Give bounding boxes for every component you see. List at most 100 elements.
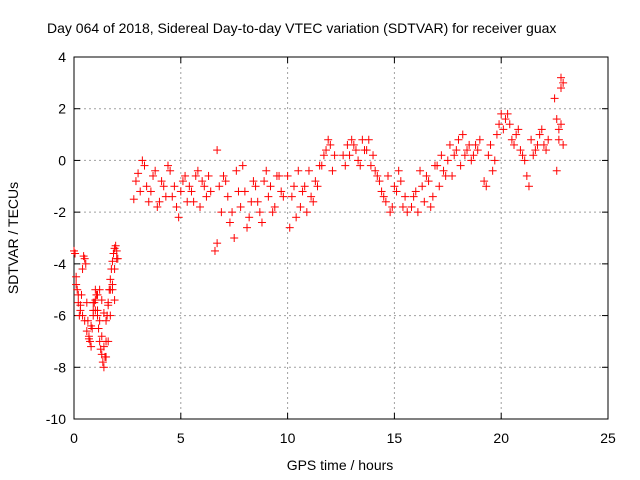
data-point	[102, 316, 111, 325]
data-point	[99, 342, 108, 351]
data-point	[215, 182, 224, 191]
data-point	[272, 171, 281, 180]
data-point	[223, 192, 232, 201]
data-point	[110, 296, 119, 305]
data-point	[428, 192, 437, 201]
data-point	[129, 195, 138, 204]
data-point	[394, 166, 403, 175]
data-point	[136, 187, 145, 196]
data-point	[234, 187, 243, 196]
data-point	[557, 84, 566, 93]
data-point	[268, 208, 277, 217]
data-point	[307, 192, 316, 201]
data-point	[557, 73, 566, 82]
data-point	[206, 187, 215, 196]
data-point	[456, 161, 465, 170]
data-point	[330, 151, 339, 160]
data-point	[544, 135, 553, 144]
data-point	[527, 135, 536, 144]
data-point	[87, 342, 96, 351]
data-point	[87, 321, 96, 330]
data-point	[210, 246, 219, 255]
data-point	[458, 130, 467, 139]
data-point	[176, 187, 185, 196]
data-point	[99, 363, 108, 372]
data-point	[300, 182, 309, 191]
data-point	[430, 161, 439, 170]
data-point	[533, 140, 542, 149]
data-point	[142, 182, 151, 191]
data-point	[482, 182, 491, 191]
data-point	[204, 171, 213, 180]
data-point	[219, 171, 228, 180]
data-point	[84, 334, 93, 343]
data-point	[396, 177, 405, 186]
data-point	[131, 177, 140, 186]
data-point	[232, 166, 241, 175]
data-point	[161, 192, 170, 201]
data-point	[73, 285, 82, 294]
data-point	[217, 208, 226, 217]
data-point	[97, 332, 106, 341]
data-point	[328, 166, 337, 175]
data-point	[94, 324, 103, 333]
y-tick-label: -6	[54, 308, 67, 324]
data-point	[98, 358, 107, 367]
data-point	[503, 109, 512, 118]
data-point	[91, 306, 100, 315]
data-point	[245, 213, 254, 222]
data-point	[559, 140, 568, 149]
data-point	[159, 182, 168, 191]
data-point	[243, 223, 252, 232]
data-point	[80, 316, 89, 325]
data-point	[518, 151, 527, 160]
x-tick-label: 5	[177, 430, 185, 446]
data-point	[287, 192, 296, 201]
data-point	[74, 290, 83, 299]
y-tick-label: -8	[54, 359, 67, 375]
y-tick-label: 4	[58, 49, 66, 65]
data-point	[236, 202, 245, 211]
data-point	[71, 249, 80, 258]
data-point	[554, 135, 563, 144]
data-point	[198, 177, 207, 186]
data-point	[550, 94, 559, 103]
data-point	[151, 166, 160, 175]
data-point	[290, 182, 299, 191]
data-point	[163, 161, 172, 170]
data-point	[542, 146, 551, 155]
data-point	[97, 296, 106, 305]
data-point	[505, 120, 514, 129]
data-point	[247, 197, 256, 206]
data-point	[279, 192, 288, 201]
data-point	[292, 213, 301, 222]
data-point	[285, 223, 294, 232]
data-point	[524, 182, 533, 191]
data-point	[106, 311, 115, 320]
data-point	[110, 265, 119, 274]
data-point	[437, 151, 446, 160]
data-point	[178, 177, 187, 186]
data-point	[537, 125, 546, 134]
y-axis-label: SDTVAR / TECUs	[5, 182, 21, 294]
data-point	[356, 161, 365, 170]
data-point	[266, 182, 275, 191]
data-point	[409, 192, 418, 201]
data-point	[366, 161, 375, 170]
data-point	[535, 130, 544, 139]
data-point	[411, 187, 420, 196]
data-point	[230, 234, 239, 242]
data-point	[371, 166, 380, 175]
data-point	[488, 166, 497, 175]
data-point	[467, 156, 476, 165]
data-point	[383, 171, 392, 180]
data-point	[484, 151, 493, 160]
data-point	[424, 177, 433, 186]
data-point	[304, 166, 313, 175]
data-point	[531, 146, 540, 155]
data-point	[416, 166, 425, 175]
data-point	[146, 187, 155, 196]
data-point	[522, 171, 531, 180]
x-tick-label: 20	[493, 430, 509, 446]
data-point	[112, 246, 121, 255]
